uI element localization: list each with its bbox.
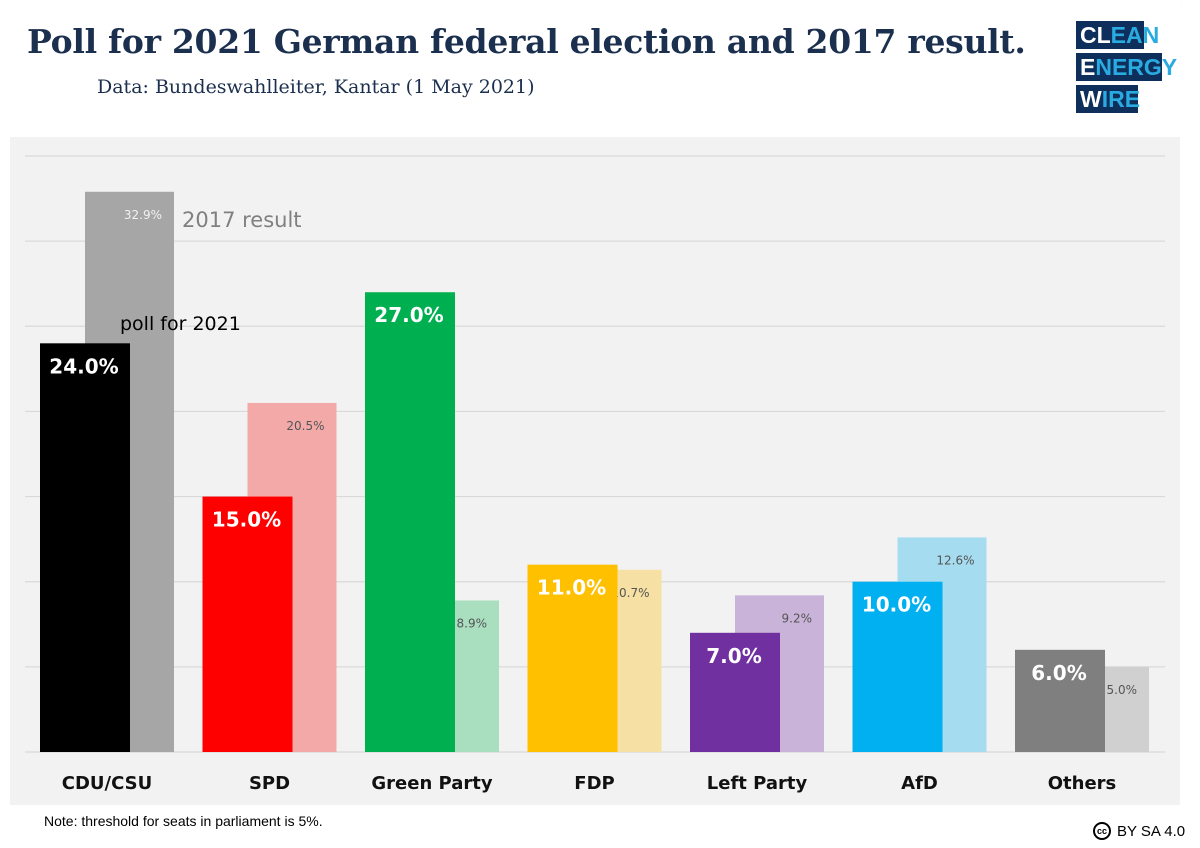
chart-subtitle: Data: Bundeswahlleiter, Kantar (1 May 20…	[97, 76, 535, 98]
logo-row-energy: ENERGY	[1076, 53, 1177, 81]
2017-value-label: 9.2%	[782, 611, 813, 625]
category-label: CDU/CSU	[62, 773, 152, 794]
logo-row-wire: WIRE	[1076, 85, 1140, 113]
2017-value-label: 12.6%	[936, 553, 974, 567]
chart-panel: 32.9% 24.0% CDU/CSU 20.5% 15.0% SPD 8.9% 27.0% G…	[10, 137, 1180, 805]
category-label: Left Party	[707, 773, 808, 794]
creative-commons-icon: cc	[1093, 822, 1111, 840]
poll-bar	[40, 343, 130, 752]
2017-value-label: 32.9%	[124, 208, 162, 222]
poll-bar	[527, 564, 618, 752]
license-text: BY SA 4.0	[1117, 822, 1186, 840]
poll-bar	[852, 581, 943, 752]
poll-value-label: 24.0%	[49, 354, 118, 378]
poll-value-label: 7.0%	[706, 644, 761, 668]
2017-value-label: 8.9%	[457, 616, 488, 630]
category-label: Others	[1048, 773, 1117, 794]
bar-chart: 32.9% 24.0% CDU/CSU 20.5% 15.0% SPD 8.9% 27.0% G…	[25, 155, 1165, 794]
annotation-2017-result: 2017 result	[182, 208, 302, 232]
license: cc BY SA 4.0	[1093, 822, 1185, 840]
annotation-poll-2021: poll for 2021	[120, 313, 241, 335]
category-label: SPD	[249, 773, 290, 794]
header-card	[0, 0, 1182, 130]
2017-value-label: 10.7%	[611, 586, 649, 600]
footnote: Note: threshold for seats in parliament …	[44, 813, 323, 829]
poll-bar	[690, 632, 780, 752]
poll-bar	[202, 496, 293, 752]
chart-title: Poll for 2021 German federal election an…	[27, 22, 1026, 61]
2017-value-label: 5.0%	[1107, 683, 1138, 697]
poll-bar	[365, 292, 455, 752]
poll-value-label: 27.0%	[374, 303, 443, 327]
poll-value-label: 15.0%	[212, 508, 281, 532]
poll-value-label: 10.0%	[862, 593, 931, 617]
category-label: FDP	[574, 773, 614, 794]
2017-value-label: 20.5%	[286, 419, 324, 433]
poll-value-label: 11.0%	[537, 576, 606, 600]
poll-value-label: 6.0%	[1031, 661, 1086, 685]
poll-bar	[1015, 649, 1105, 752]
category-label: AfD	[901, 773, 938, 794]
category-label: Green Party	[371, 773, 492, 794]
logo-clean-energy-wire: CLEAN	[1076, 21, 1159, 49]
